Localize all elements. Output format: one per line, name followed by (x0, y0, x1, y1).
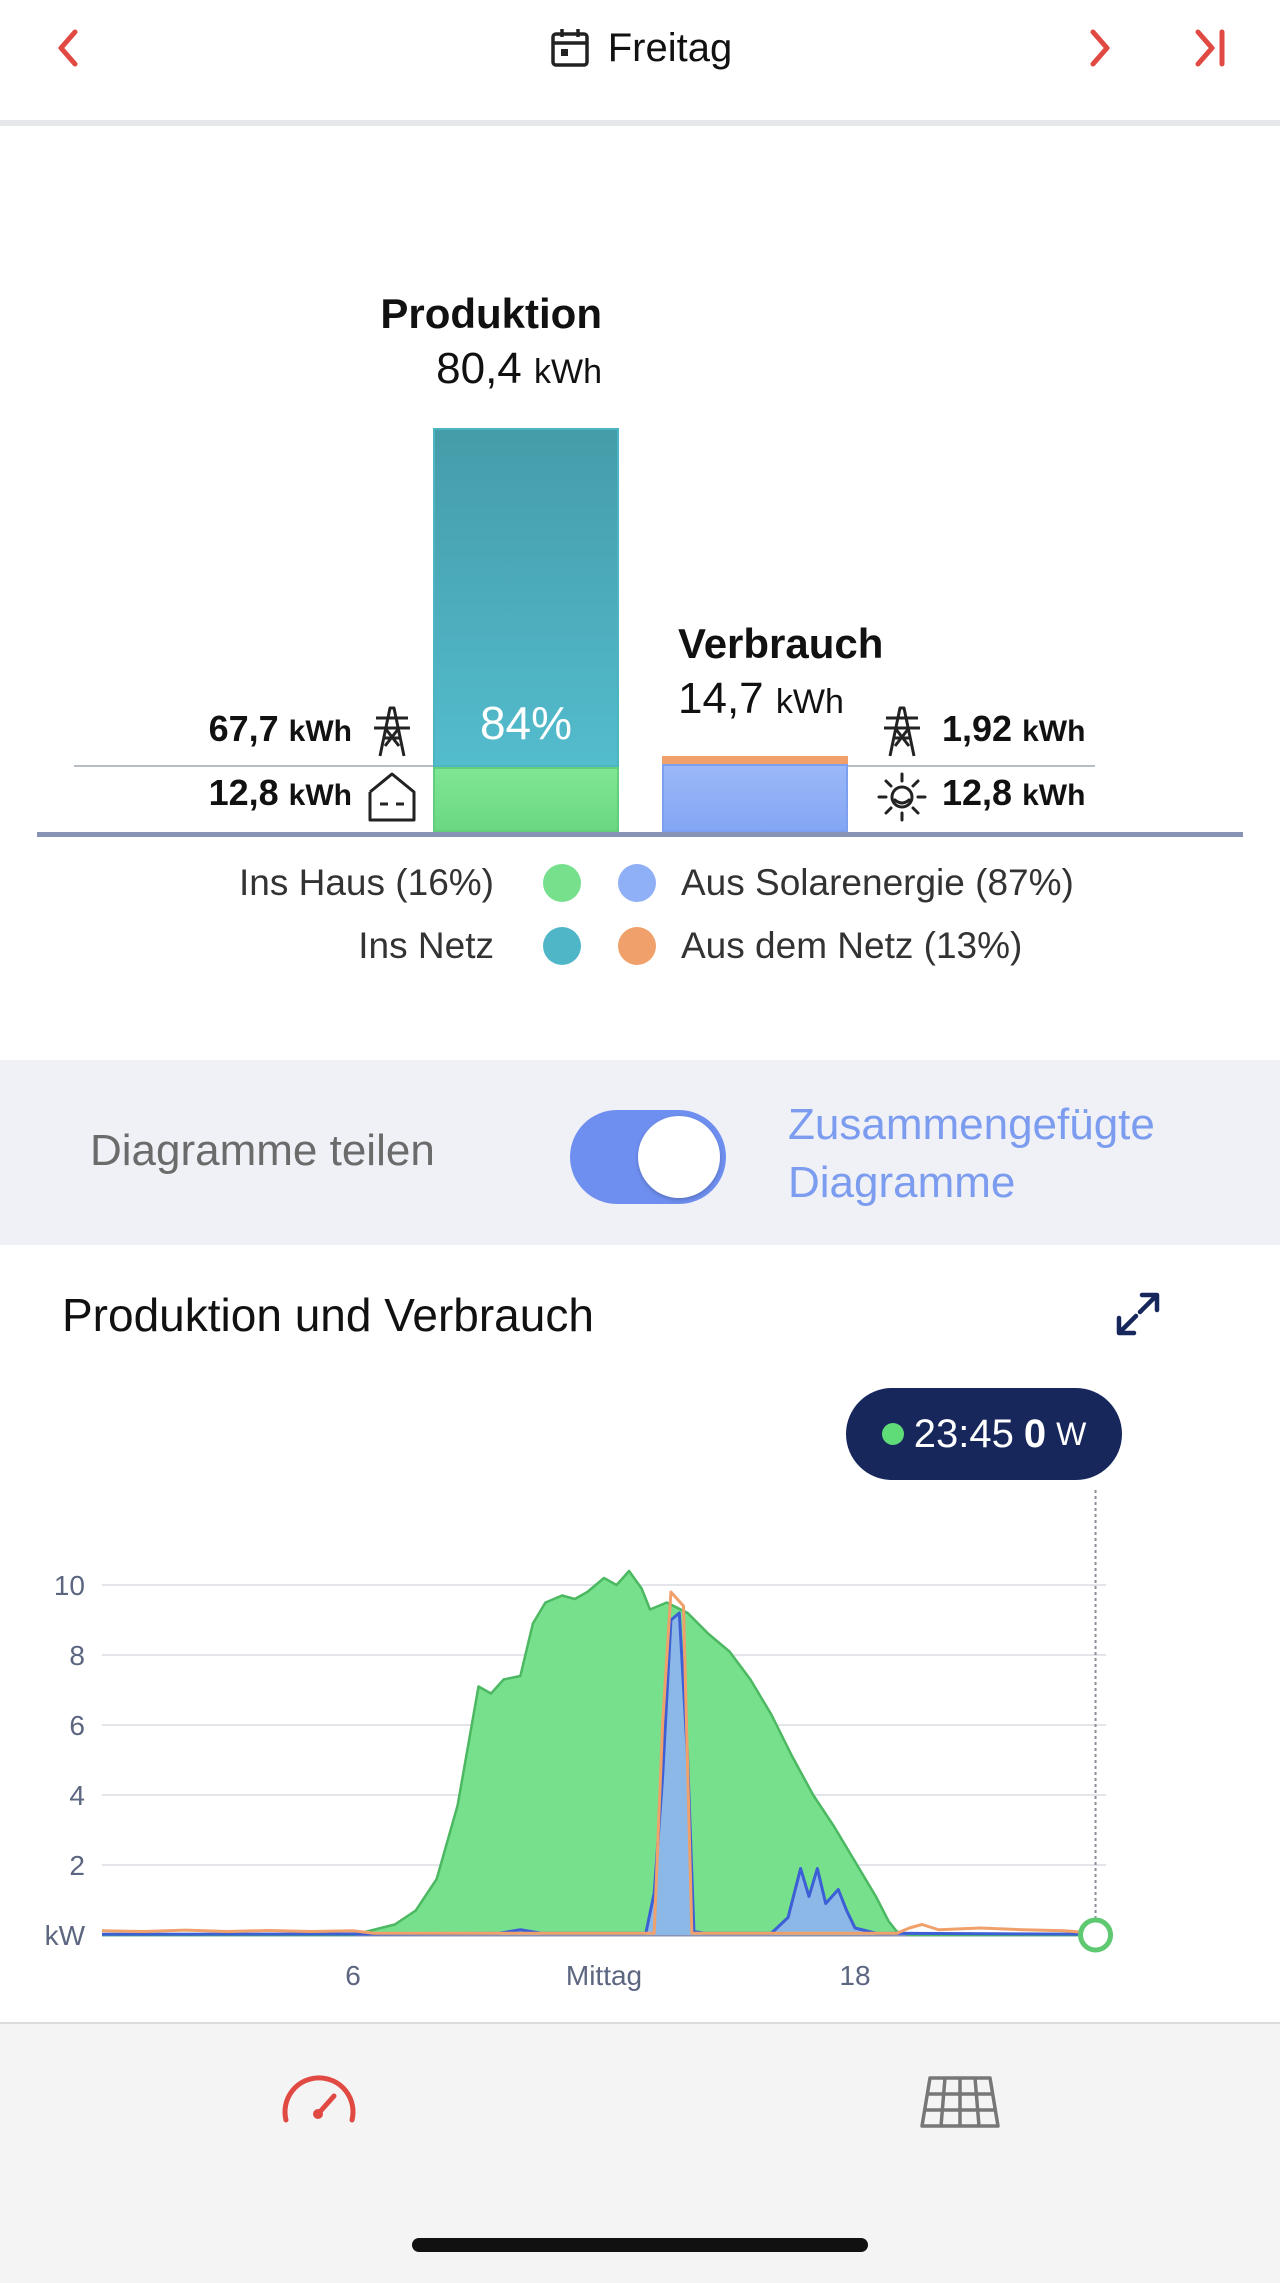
y-tick-label: 10 (54, 1570, 85, 1601)
legend-teal-dot (543, 927, 581, 965)
chart-mode-toggle[interactable] (570, 1110, 726, 1204)
production-total: 80,4 kWh (0, 344, 602, 394)
tooltip-value: 0 (1023, 1411, 1047, 1456)
power-tower-icon (884, 706, 920, 757)
solar-self-use-unit: kWh (1022, 779, 1086, 812)
legend-blue-dot (618, 864, 656, 902)
y-tick-label: 4 (69, 1780, 85, 1811)
legend-ins-netz: Ins Netz (358, 925, 494, 966)
toggle-knob (638, 1116, 720, 1198)
sun-icon (877, 772, 927, 822)
calendar-icon (551, 29, 589, 67)
home-indicator (412, 2238, 868, 2252)
production-bar: 84% (433, 428, 619, 832)
production-percent: 84% (479, 697, 573, 749)
consumption-solar-segment (662, 764, 848, 832)
self-use-number: 12,8 (208, 772, 279, 813)
page-title: Freitag (607, 25, 733, 70)
production-consumption-chart[interactable]: kW 2 4 6 8 10 6 Mittag 18 (0, 1480, 1280, 2010)
x-tick-label: 18 (839, 1960, 870, 1991)
date-selector[interactable]: Freitag (0, 18, 1280, 78)
legend-orange-dot (618, 927, 656, 965)
merged-charts-label[interactable]: Zusammengefügte Diagramme (788, 1096, 1155, 1212)
chevron-left-icon (58, 29, 78, 67)
consumption-grid-segment (662, 756, 848, 764)
grid-export-unit: kWh (288, 715, 352, 748)
x-tick-label: Mittag (566, 1960, 642, 1991)
grid-import-unit: kWh (1022, 715, 1086, 748)
house-icon (368, 772, 416, 822)
production-label: Produktion (380, 290, 602, 337)
production-unit: kWh (534, 353, 602, 391)
dashboard-gauge-icon[interactable] (278, 2066, 360, 2128)
chart-title: Produktion und Verbrauch (62, 1289, 594, 1341)
merged-charts-label-line2: Diagramme (788, 1158, 1016, 1207)
merged-charts-label-line1: Zusammengefügte (788, 1100, 1155, 1149)
grid-import-value: 1,92 kWh (942, 708, 1085, 750)
split-charts-label[interactable]: Diagramme teilen (90, 1126, 435, 1175)
tooltip-dot (881, 1423, 904, 1445)
solar-self-use-value: 12,8 kWh (942, 772, 1085, 814)
expand-icon[interactable] (1110, 1286, 1166, 1342)
grid-import-number: 1,92 (942, 708, 1013, 749)
production-house-segment (433, 767, 619, 832)
legend-aus-netz: Aus dem Netz (13%) (681, 925, 1023, 966)
self-use-value: 12,8 kWh (0, 772, 352, 814)
chart-tooltip: 23:45 0 W (846, 1388, 1122, 1480)
consumption-bar (662, 756, 848, 832)
next-day-button[interactable] (1070, 18, 1130, 78)
legend-green-dot (543, 864, 581, 902)
series-line (101, 1590, 1096, 1935)
y-tick-label: kW (45, 1920, 86, 1951)
consumption-label: Verbrauch (678, 620, 884, 667)
power-tower-icon (374, 706, 410, 757)
self-use-unit: kWh (288, 779, 352, 812)
y-tick-label: 6 (69, 1710, 85, 1741)
grid-export-number: 67,7 (208, 708, 279, 749)
left-divider (74, 765, 434, 767)
consumption-value: 14,7 (678, 674, 764, 723)
y-tick-label: 2 (69, 1850, 85, 1881)
summary-baseline (37, 832, 1243, 837)
solar-self-use-number: 12,8 (942, 772, 1013, 813)
series-area (102, 1571, 1106, 1935)
cursor-point (1078, 1917, 1114, 1953)
production-value: 80,4 (436, 344, 522, 393)
y-tick-label: 8 (69, 1640, 85, 1671)
legend-aus-solar: Aus Solarenergie (87%) (681, 862, 1074, 903)
consumption-total: 14,7 kWh (678, 674, 844, 724)
tooltip-time: 23:45 (913, 1411, 1014, 1456)
previous-day-button[interactable] (38, 18, 98, 78)
series-line (102, 1569, 1106, 1937)
production-grid-segment (433, 428, 619, 767)
chevron-right-icon (1090, 29, 1110, 67)
last-day-button[interactable] (1180, 18, 1240, 78)
solar-panel-icon[interactable] (918, 2074, 1002, 2130)
grid-export-value: 67,7 kWh (0, 708, 352, 750)
consumption-unit: kWh (775, 683, 844, 721)
x-tick-label: 6 (345, 1960, 361, 1991)
tooltip-unit: W (1056, 1415, 1087, 1452)
right-divider (845, 765, 1095, 767)
header-bar (0, 0, 1280, 126)
skip-to-end-icon (1195, 29, 1225, 67)
legend-ins-haus: Ins Haus (16%) (239, 862, 494, 903)
